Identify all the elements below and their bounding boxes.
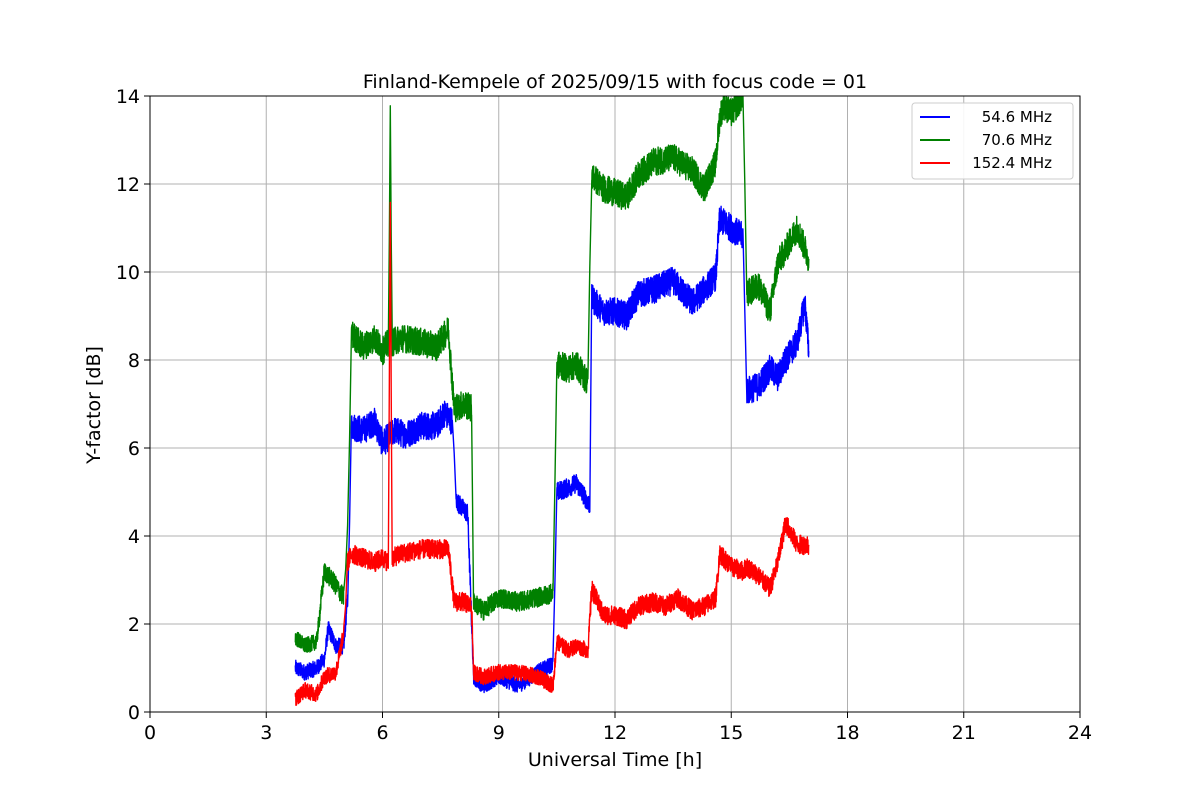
y-tick-label: 2 xyxy=(128,614,140,636)
y-tick-label: 8 xyxy=(128,350,140,372)
x-tick-label: 9 xyxy=(493,722,505,744)
y-axis-ticks: 0 2 4 6 8 10 12 14 xyxy=(116,86,150,724)
x-tick-label: 0 xyxy=(144,722,156,744)
x-tick-label: 12 xyxy=(603,722,627,744)
legend-box xyxy=(911,102,1074,180)
y-axis-label: Y-factor [dB] xyxy=(83,346,105,465)
legend-label: 70.6 MHz xyxy=(982,131,1052,149)
x-tick-label: 18 xyxy=(835,722,859,744)
x-axis-label: Universal Time [h] xyxy=(528,749,702,771)
series-line-2 xyxy=(294,201,810,706)
chart-title: Finland-Kempele of 2025/09/15 with focus… xyxy=(363,71,867,93)
x-tick-label: 15 xyxy=(719,722,743,744)
y-tick-label: 10 xyxy=(116,262,140,284)
y-tick-label: 12 xyxy=(116,174,140,196)
x-tick-label: 24 xyxy=(1068,722,1092,744)
y-tick-label: 6 xyxy=(128,438,140,460)
x-tick-label: 3 xyxy=(260,722,272,744)
legend-label: 54.6 MHz xyxy=(982,108,1052,126)
x-axis-ticks: 0 3 6 9 12 15 18 21 24 xyxy=(144,712,1092,744)
y-tick-label: 0 xyxy=(128,702,140,724)
series-line-0 xyxy=(294,205,810,694)
y-tick-label: 4 xyxy=(128,526,140,548)
legend: 54.6 MHz 70.6 MHz 152.4 MHz xyxy=(911,102,1074,180)
x-tick-label: 21 xyxy=(952,722,976,744)
x-tick-label: 6 xyxy=(376,722,388,744)
plot-area xyxy=(294,96,810,706)
legend-label: 152.4 MHz xyxy=(972,154,1052,172)
series-line-1 xyxy=(294,96,810,653)
y-tick-label: 14 xyxy=(116,86,140,108)
